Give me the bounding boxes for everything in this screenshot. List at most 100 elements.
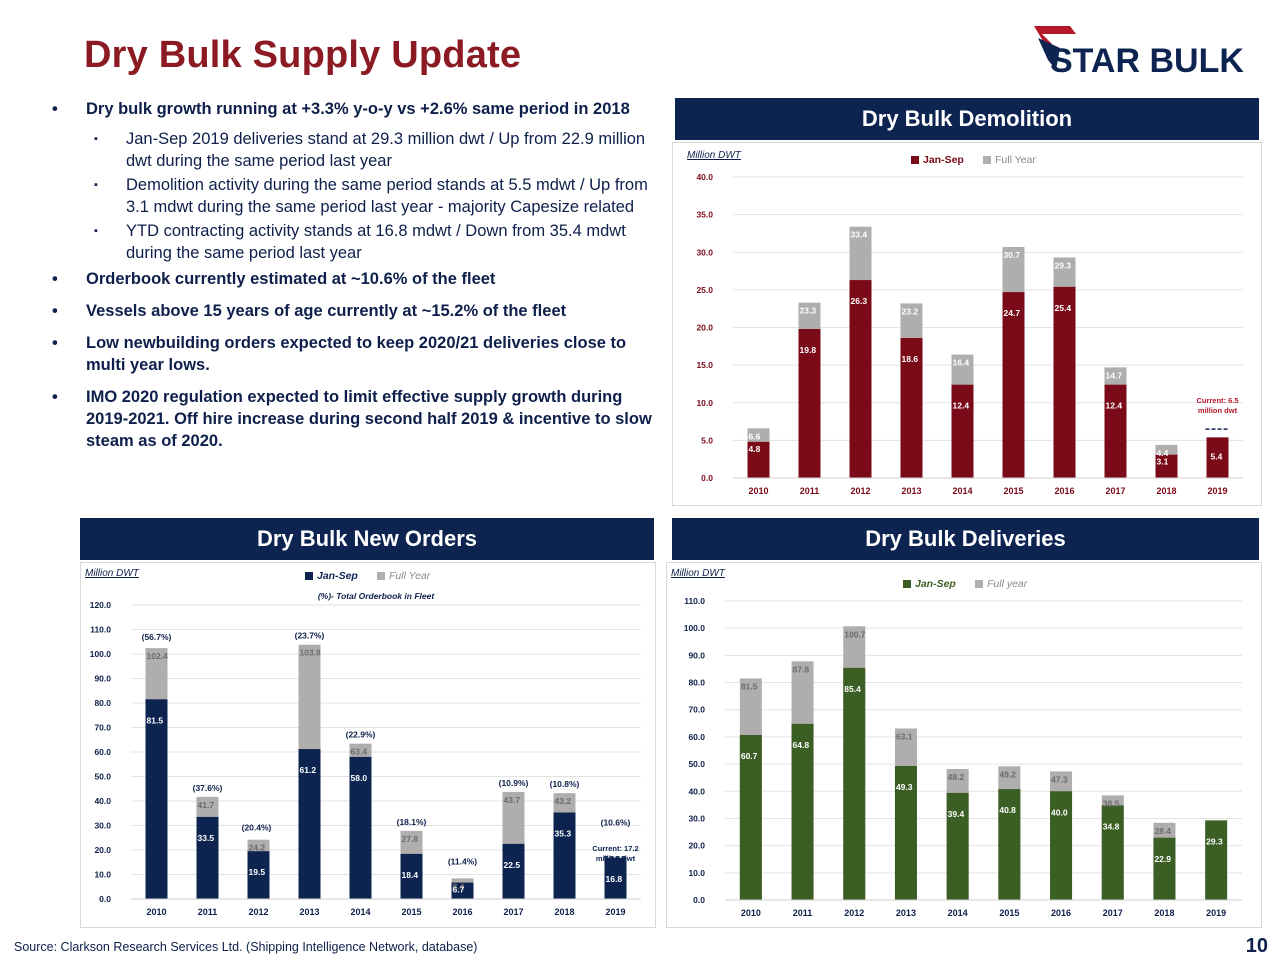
bar-jan-sep [951,384,974,478]
y-tick-label: 50.0 [688,759,705,769]
x-tick-label: 2014 [952,486,972,496]
source-note: Source: Clarkson Research Services Ltd. … [14,940,478,954]
bullet-item: • Orderbook currently estimated at ~10.6%… [52,268,662,290]
data-label-full-year: 63.4 [351,747,368,757]
data-label-jan-sep: 22.5 [504,860,521,870]
panel-header-demolition: Dry Bulk Demolition [675,98,1259,140]
y-tick-label: 0.0 [99,894,111,904]
x-tick-label: 2018 [554,907,574,917]
bar-jan-sep [1153,837,1176,900]
bullet-square-icon: ▪ [94,133,98,145]
bar-jan-sep [1104,384,1127,478]
y-tick-label: 35.0 [696,210,713,220]
bar-jan-sep [604,857,627,899]
logo-star-shape [1038,38,1060,70]
legend-entry: Full year [987,578,1028,590]
data-label-full-year: 16.4 [953,358,970,368]
orderbook-pct-label: (18.1%) [397,817,427,827]
star-bulk-logo: STAR BULK [1034,26,1244,78]
orderbook-pct-label: (37.6%) [193,783,223,793]
demolition-chart-svg: Million DWT 0.0 5.0 10.0 15.0 20.0 25.0 30.0 35.… [687,150,1243,496]
x-tick-label: 2015 [999,908,1019,918]
page-title: Dry Bulk Supply Update [84,34,522,76]
y-tick-label: 40.0 [688,786,705,796]
data-label-jan-sep: 39.4 [948,809,965,819]
data-label-full-year: 47.3 [1051,774,1068,784]
y-tick-label: 25.0 [696,285,713,295]
data-label-jan-sep: 61.2 [300,765,317,775]
bar-jan-sep [849,280,872,478]
bar-jan-sep [1206,437,1229,478]
bar-jan-sep [553,812,576,899]
x-tick-label: 2018 [1154,908,1174,918]
y-tick-label: 10.0 [696,398,713,408]
bar-jan-sep [1002,292,1025,478]
orderbook-pct-label: (22.9%) [346,730,376,740]
x-tick-label: 2019 [1207,486,1227,496]
data-label-jan-sep: 18.6 [902,354,919,364]
bar-jan-sep [894,765,917,900]
y-axis-label: Million DWT [85,568,140,579]
bar-jan-sep [1155,454,1178,478]
bullet-text: Orderbook currently estimated at ~10.6% … [86,270,496,288]
x-tick-label: 2012 [850,486,870,496]
annotation-line: Current: 6.5 [1196,396,1238,405]
data-label-jan-sep: 40.8 [999,805,1016,815]
bar-jan-sep [451,882,474,899]
bar-jan-sep [1205,820,1228,900]
bullet-list: • Dry bulk growth running at +3.3% y-o-y … [52,98,662,452]
bullet-text: Low newbuilding orders expected to keep … [86,334,627,374]
data-label-full-year: 24.2 [249,843,266,853]
current-annotation: Current: 17.2 million dwt [592,844,638,863]
data-label-jan-sep: 3.1 [1157,457,1169,467]
data-label-jan-sep: 60.7 [741,751,758,761]
x-tick-label: 2017 [503,907,523,917]
bar-jan-sep [1101,805,1124,900]
bar-jan-sep [946,792,969,900]
orderbook-pct-label: (10.8%) [550,779,580,789]
legend-swatch [903,580,911,588]
bullet-square-icon: ▪ [94,179,98,191]
data-label-full-year: 33.4 [851,230,868,240]
data-label-jan-sep: 12.4 [953,401,970,411]
data-label-jan-sep: 58.0 [351,773,368,783]
x-tick-label: 2016 [1054,486,1074,496]
y-tick-label: 20.0 [94,845,111,855]
data-label-jan-sep: 22.9 [1154,854,1171,864]
legend-entry: Jan-Sep [923,154,964,166]
bar-jan-sep [843,667,866,900]
x-tick-label: 2015 [401,907,421,917]
y-tick-label: 10.0 [688,868,705,878]
x-tick-label: 2018 [1156,486,1176,496]
bullet-text: YTD contracting activity stands at 16.8 … [126,222,626,262]
bullet-text: Demolition activity during the same peri… [126,176,648,216]
data-label-jan-sep: 81.5 [147,715,164,725]
orderbook-pct-label: (56.7%) [142,632,172,642]
y-tick-label: 80.0 [688,678,705,688]
y-tick-label: 0.0 [693,895,705,905]
bar-jan-sep [791,723,814,900]
y-tick-label: 120.0 [90,600,112,610]
y-tick-label: 80.0 [94,698,111,708]
bullet-text: IMO 2020 regulation expected to limit ef… [86,388,652,450]
legend-entry: Jan-Sep [317,570,358,582]
data-label-jan-sep: 85.4 [844,684,861,694]
page-number: 10 [1245,935,1268,957]
legend-swatch [305,572,313,580]
y-tick-label: 100.0 [90,649,112,659]
annotation-line: Current: 17.2 [592,844,638,853]
y-tick-label: 90.0 [94,674,111,684]
y-axis-label: Million DWT [687,150,742,161]
x-tick-label: 2010 [146,907,166,917]
y-tick-label: 20.0 [696,323,713,333]
y-tick-label: 110.0 [90,625,111,635]
bullet-dot-icon: • [52,388,58,406]
data-label-jan-sep: 29.3 [1206,836,1223,846]
panel-header-deliveries: Dry Bulk Deliveries [672,518,1259,560]
orderbook-pct-label: (10.6%) [601,818,631,828]
data-label-full-year: 38.5 [1103,798,1120,808]
data-label-jan-sep: 5.4 [1211,451,1223,461]
x-tick-label: 2014 [350,907,370,917]
bullet-dot-icon: • [52,334,58,352]
bar-jan-sep [196,816,219,899]
